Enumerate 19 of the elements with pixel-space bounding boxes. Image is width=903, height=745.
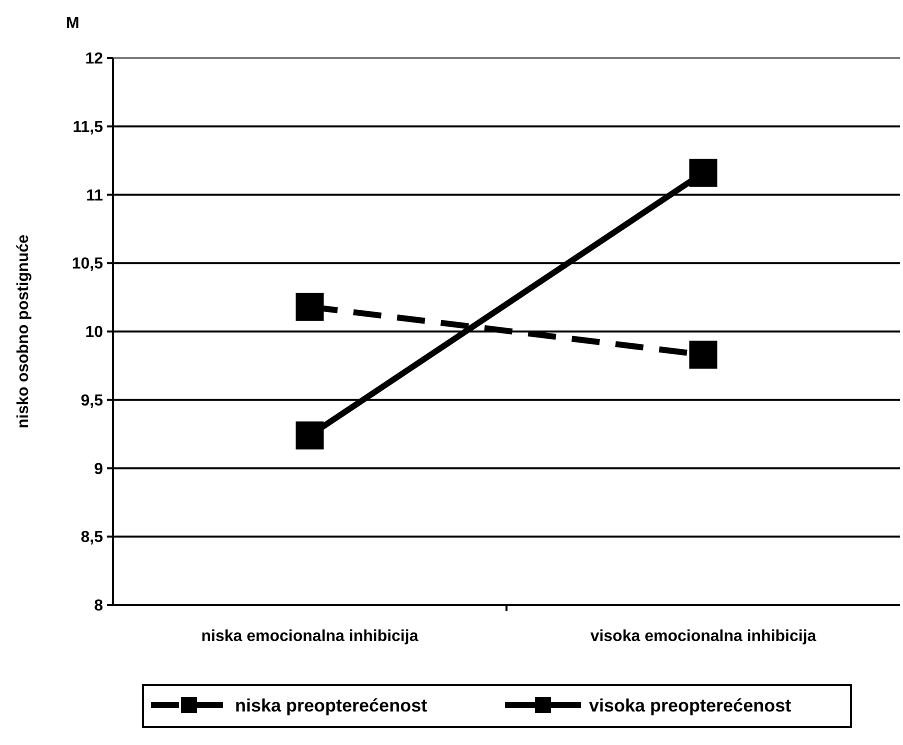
legend-label: visoka preopterećenost (589, 695, 792, 716)
y-tick-label: 8 (94, 598, 104, 615)
x-tick-label: visoka emocionalna inhibicija (590, 628, 816, 645)
y-tick-label: 9,5 (80, 392, 104, 410)
y-tick-label: 11,5 (72, 118, 104, 136)
y-tick-label: 11 (86, 187, 104, 204)
point (296, 421, 324, 450)
legend-label: niska preopterećenost (235, 695, 428, 716)
y-tick-label: 10,5 (72, 256, 104, 273)
point (296, 292, 324, 321)
y-tick-label: 12 (85, 50, 104, 68)
text: M (66, 15, 80, 32)
y-tick-label: 10 (85, 324, 104, 342)
y-axis-title: nisko osobno postignuće (15, 234, 32, 428)
point (689, 158, 718, 187)
y-tick-label: 9 (94, 460, 104, 478)
y-tick-label: 8,5 (80, 529, 104, 546)
x-tick-label: niska emocionalna inhibicija (201, 628, 418, 645)
point (689, 340, 718, 369)
